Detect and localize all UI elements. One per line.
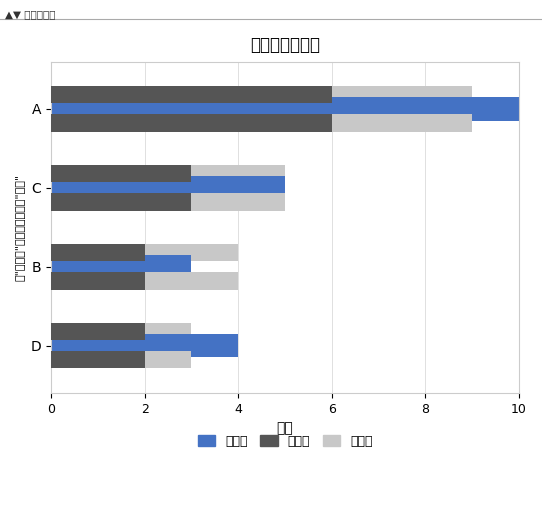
- Bar: [51, 334, 238, 357]
- Y-axis label: 按"目标值"排序（升序）的"产品": 按"目标值"排序（升序）的"产品": [15, 174, 25, 281]
- Bar: [51, 114, 332, 132]
- Bar: [51, 165, 285, 182]
- Bar: [51, 86, 472, 103]
- Bar: [51, 244, 238, 261]
- Bar: [51, 97, 519, 121]
- Bar: [51, 272, 238, 290]
- X-axis label: 单位: 单位: [276, 421, 293, 435]
- Bar: [51, 272, 145, 290]
- Title: 销售数据与产品: 销售数据与产品: [250, 36, 320, 55]
- Bar: [51, 322, 191, 340]
- Text: ▲▼ 图形生成器: ▲▼ 图形生成器: [5, 9, 56, 19]
- Bar: [51, 114, 472, 132]
- Bar: [51, 86, 332, 103]
- Bar: [51, 351, 191, 368]
- Bar: [51, 193, 191, 211]
- Bar: [51, 255, 191, 278]
- Bar: [51, 351, 145, 368]
- Bar: [51, 322, 145, 340]
- Bar: [51, 165, 191, 182]
- Bar: [51, 244, 145, 261]
- Bar: [51, 193, 285, 211]
- Bar: [51, 176, 285, 200]
- Legend: 实际值, 最小值, 目标值: 实际值, 最小值, 目标值: [192, 430, 378, 453]
